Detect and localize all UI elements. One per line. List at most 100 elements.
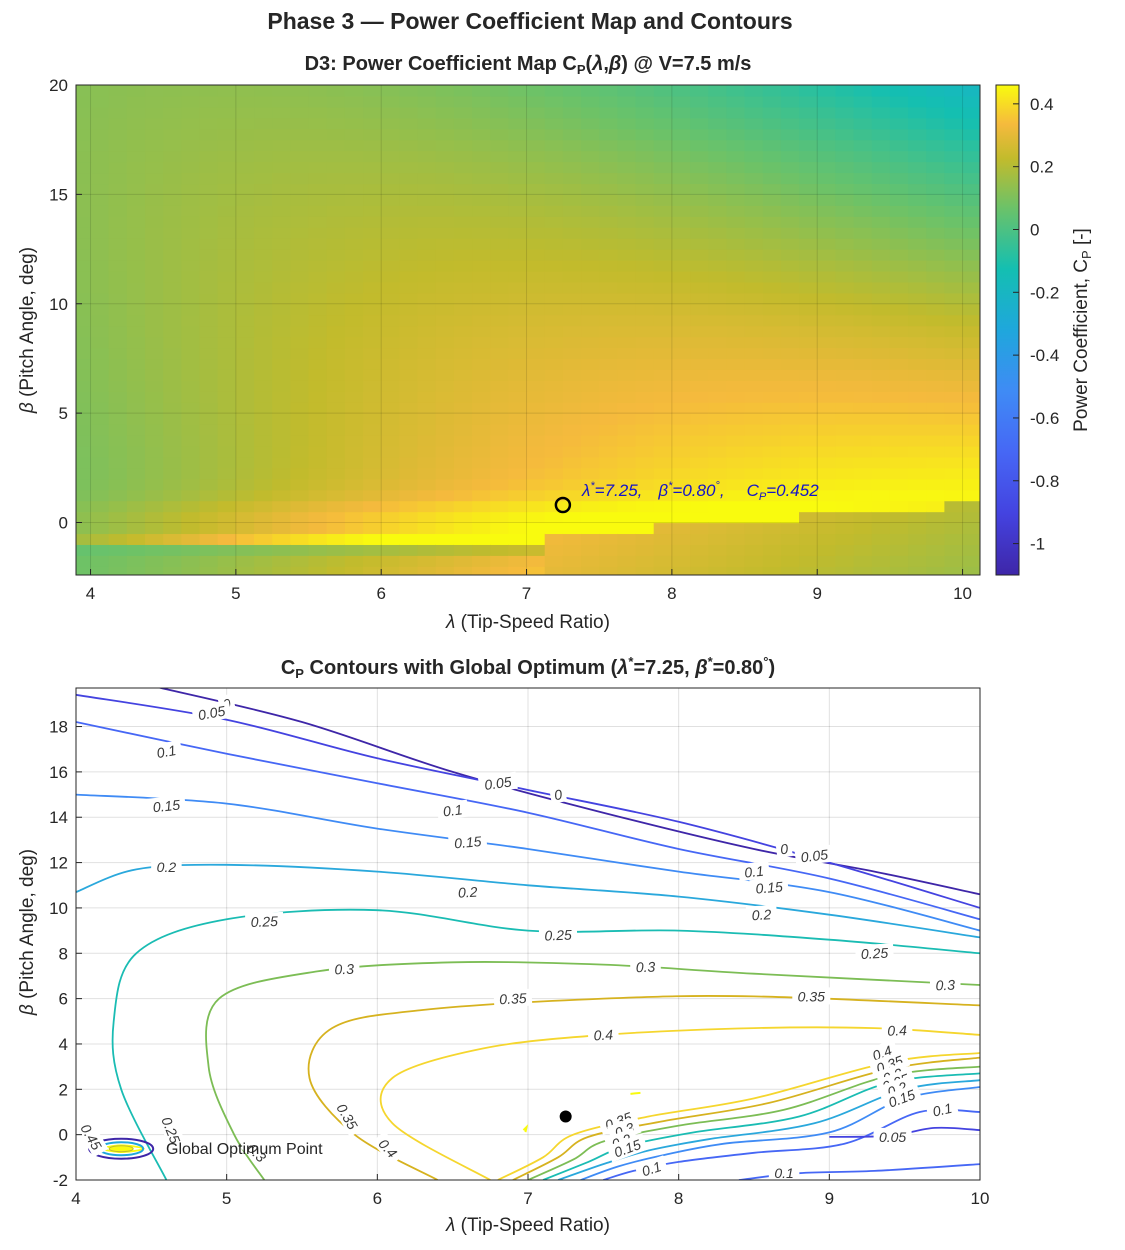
heatmap-cell bbox=[562, 413, 582, 425]
heatmap-cell bbox=[962, 424, 980, 436]
heatmap-cell bbox=[254, 325, 273, 338]
heatmap-cell bbox=[871, 391, 891, 403]
heatmap-cell bbox=[744, 303, 764, 316]
heatmap-cell bbox=[54, 337, 73, 349]
contour-label-group: 0.05 bbox=[873, 1127, 912, 1145]
heatmap-cell bbox=[163, 292, 182, 305]
heatmap-cell bbox=[799, 281, 818, 294]
heatmap-cell bbox=[290, 555, 310, 567]
heatmap-cell bbox=[308, 325, 328, 338]
heatmap-cell bbox=[762, 511, 782, 524]
heatmap-cell bbox=[308, 391, 328, 403]
heatmap-cell bbox=[671, 161, 691, 174]
heatmap-cell bbox=[435, 456, 455, 469]
heatmap-cell bbox=[181, 413, 201, 425]
heatmap-cell bbox=[562, 205, 582, 217]
heatmap-cell bbox=[18, 435, 37, 447]
heatmap-cell bbox=[453, 522, 473, 535]
heatmap-cell bbox=[399, 183, 419, 195]
heatmap-cell bbox=[671, 391, 691, 403]
heatmap-cell bbox=[780, 303, 800, 316]
heatmap-cell bbox=[871, 544, 891, 556]
heatmap-cell bbox=[490, 402, 509, 414]
heatmap-cell bbox=[562, 456, 582, 469]
heatmap-cell bbox=[290, 522, 310, 535]
heatmap-cell bbox=[472, 391, 491, 403]
heatmap-cell bbox=[889, 369, 909, 381]
heatmap-cell bbox=[18, 74, 37, 86]
heatmap-cell bbox=[1017, 490, 1036, 502]
colorbar-tick-label: 0 bbox=[1030, 220, 1039, 239]
heatmap-cell bbox=[690, 216, 709, 228]
heatmap-cell bbox=[726, 478, 746, 491]
heatmap-cell bbox=[199, 358, 219, 370]
heatmap-cell bbox=[435, 216, 455, 228]
heatmap-cell bbox=[581, 314, 600, 327]
heatmap-cell bbox=[235, 260, 255, 272]
heatmap-cell bbox=[381, 522, 400, 535]
heatmap-cell bbox=[290, 445, 310, 458]
heatmap-cell bbox=[308, 303, 328, 316]
heatmap-cell bbox=[217, 183, 237, 195]
heatmap-cell bbox=[181, 85, 201, 86]
heatmap-cell bbox=[326, 566, 346, 575]
heatmap-cell bbox=[290, 347, 310, 360]
heatmap-cell bbox=[562, 478, 582, 491]
heatmap-cell bbox=[490, 85, 509, 97]
heatmap-cell bbox=[744, 413, 764, 425]
heatmap-cell bbox=[308, 161, 328, 174]
heatmap-cell bbox=[290, 161, 310, 174]
heatmap-ytick-label: 20 bbox=[49, 76, 68, 95]
heatmap-cell bbox=[708, 380, 727, 392]
heatmap-cell bbox=[290, 260, 310, 272]
heatmap-cell bbox=[853, 500, 873, 513]
heatmap-cell bbox=[363, 249, 382, 261]
contour-label-bg bbox=[749, 876, 789, 898]
heatmap-cell bbox=[217, 336, 237, 349]
heatmap-cell bbox=[762, 270, 782, 283]
heatmap-cell bbox=[126, 260, 146, 272]
heatmap-cell bbox=[508, 194, 528, 206]
heatmap-cell bbox=[199, 117, 219, 130]
heatmap-cell bbox=[490, 270, 509, 283]
heatmap-cell bbox=[926, 139, 945, 152]
heatmap-cell bbox=[962, 500, 980, 513]
heatmap-cell bbox=[762, 227, 782, 239]
heatmap-cell bbox=[889, 424, 909, 436]
heatmap-cell bbox=[18, 118, 37, 130]
heatmap-cell bbox=[726, 172, 746, 185]
heatmap-cell bbox=[235, 478, 255, 491]
heatmap-cell bbox=[472, 172, 491, 185]
heatmap-cell bbox=[944, 85, 964, 97]
heatmap-cell bbox=[780, 260, 800, 272]
heatmap-cell bbox=[708, 85, 727, 86]
heatmap-cell bbox=[944, 281, 964, 294]
heatmap-cell bbox=[399, 205, 419, 217]
heatmap-cell bbox=[708, 249, 727, 261]
heatmap-cell bbox=[235, 391, 255, 403]
heatmap-cell bbox=[290, 85, 310, 97]
heatmap-cell bbox=[926, 227, 945, 239]
heatmap-cell bbox=[290, 566, 310, 575]
heatmap-cell bbox=[708, 172, 727, 185]
heatmap-cell bbox=[217, 270, 237, 283]
heatmap-cell bbox=[726, 467, 746, 480]
heatmap-cell bbox=[254, 117, 273, 130]
heatmap-cell bbox=[526, 139, 546, 152]
heatmap-cell bbox=[889, 249, 909, 261]
contour-label-bg bbox=[925, 1097, 959, 1121]
heatmap-cell bbox=[326, 424, 346, 436]
heatmap-cell bbox=[108, 128, 128, 141]
heatmap-cell bbox=[126, 172, 146, 185]
heatmap-cell bbox=[344, 85, 364, 97]
heatmap-cell bbox=[108, 478, 128, 491]
heatmap-cell bbox=[344, 435, 364, 447]
heatmap-cell bbox=[653, 183, 673, 195]
heatmap-cell bbox=[417, 106, 437, 119]
heatmap-cell bbox=[399, 336, 419, 349]
heatmap-cell bbox=[417, 358, 437, 370]
heatmap-cell bbox=[108, 500, 128, 513]
heatmap-cell bbox=[671, 413, 691, 425]
heatmap-cell bbox=[508, 511, 528, 524]
heatmap-cell bbox=[599, 424, 618, 436]
